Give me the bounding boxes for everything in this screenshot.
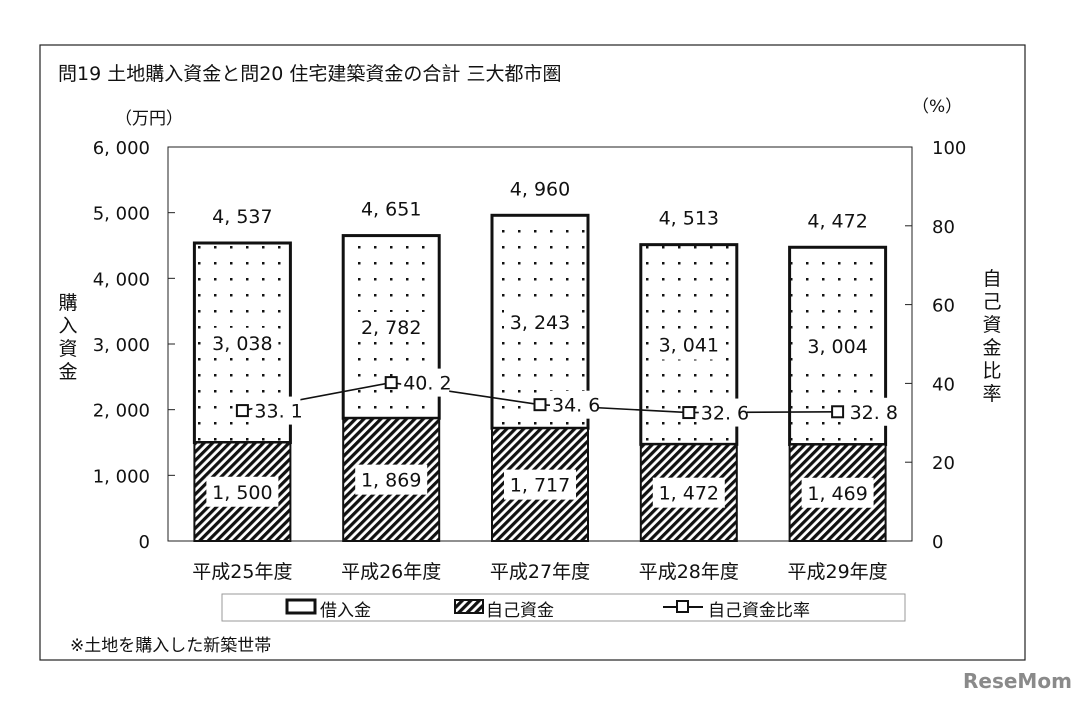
- label-own: 1, 500: [212, 482, 272, 504]
- ratio-label: 32. 6: [701, 403, 749, 425]
- ratio-marker: [384, 376, 398, 390]
- label-borrowed: 3, 004: [807, 336, 867, 358]
- label-own-bg: [355, 464, 428, 495]
- ratio-label: 32. 8: [850, 402, 898, 424]
- label-own: 1, 469: [807, 483, 867, 505]
- left-tick-label: 5, 000: [93, 204, 150, 225]
- legend-label-ratio: 自己資金比率: [708, 601, 810, 621]
- label-borrowed: 3, 041: [659, 334, 719, 356]
- label-borrowed-bg: [206, 327, 279, 358]
- right-axis-label: 自己資金比率: [982, 268, 1001, 405]
- label-borrowed-bg: [504, 306, 576, 337]
- axis-label-char: 自: [982, 268, 1001, 290]
- chart-title: 問19 土地購入資金と問20 住宅建築資金の合計 三大都市圏: [58, 63, 561, 85]
- legend-swatch-own: [454, 599, 484, 614]
- ratio-label-bg: [550, 390, 598, 419]
- axis-label-char: 比: [982, 360, 1001, 382]
- axis-label-char: 購: [58, 292, 77, 314]
- left-tick-label: 3, 000: [93, 335, 150, 356]
- ratio-marker: [831, 405, 845, 419]
- legend-marker-ratio: [676, 600, 689, 613]
- legend: 借入金 自己資金 自己資金比率: [221, 593, 906, 622]
- label-own: 1, 717: [510, 475, 570, 497]
- right-tick-label: 60: [932, 296, 955, 317]
- label-total: 4, 651: [361, 199, 421, 221]
- svg-text:ReseMom: ReseMom: [963, 669, 1072, 693]
- ratio-label-bg: [698, 398, 747, 427]
- ratio-marker: [682, 406, 696, 420]
- watermark-logo: ReseMom: [963, 669, 1072, 693]
- right-tick-label: 0: [932, 532, 943, 553]
- axis-label-char: 率: [982, 383, 1001, 405]
- left-axis-label: 購入資金: [58, 292, 77, 383]
- left-axis-unit: （万円）: [115, 109, 183, 129]
- axis-label-char: 入: [58, 315, 77, 337]
- legend-swatch-borrowed: [285, 598, 317, 615]
- right-tick-label: 100: [932, 138, 966, 159]
- label-own-bg: [652, 477, 725, 508]
- axis-label-char: 己: [982, 291, 1001, 313]
- label-borrowed-bg: [355, 311, 428, 342]
- label-total: 4, 513: [659, 208, 719, 230]
- ratio-label-bg: [252, 396, 301, 425]
- right-axis-unit: （%）: [912, 97, 962, 117]
- label-borrowed: 3, 038: [212, 333, 272, 355]
- ratio-label: 34. 6: [552, 395, 600, 417]
- label-total: 4, 537: [212, 206, 272, 228]
- label-total: 4, 472: [807, 210, 867, 232]
- label-borrowed: 2, 782: [361, 317, 421, 339]
- right-tick-label: 80: [932, 217, 955, 238]
- label-borrowed: 3, 243: [510, 312, 570, 334]
- right-tick-label: 40: [932, 374, 955, 395]
- chart-note: ※土地を購入した新築世帯: [70, 636, 271, 656]
- label-total: 4, 960: [510, 178, 570, 200]
- ratio-label-bg: [401, 368, 450, 397]
- category-label: 平成28年度: [639, 561, 739, 583]
- axis-label-char: 金: [982, 337, 1001, 359]
- left-tick-label: 2, 000: [93, 401, 150, 422]
- category-label: 平成27年度: [490, 561, 590, 583]
- ratio-marker: [235, 404, 249, 418]
- left-tick-label: 0: [139, 532, 150, 553]
- legend-label-borrowed: 借入金: [320, 601, 371, 621]
- ratio-label: 33. 1: [254, 401, 302, 423]
- axis-label-char: 資: [58, 338, 77, 360]
- legend-label-own: 自己資金: [486, 601, 554, 621]
- ratio-label: 40. 2: [403, 373, 451, 395]
- label-own: 1, 869: [361, 470, 421, 492]
- ratio-marker: [533, 398, 547, 412]
- axis-label-char: 資: [982, 314, 1001, 336]
- label-own-bg: [801, 477, 874, 508]
- label-own-bg: [504, 469, 576, 500]
- label-borrowed-bg: [652, 329, 725, 360]
- axis-label-char: 金: [58, 361, 77, 383]
- ratio-label-bg: [847, 397, 896, 426]
- left-tick-label: 4, 000: [93, 269, 150, 290]
- category-label: 平成25年度: [192, 561, 292, 583]
- right-tick-label: 20: [932, 453, 955, 474]
- label-own: 1, 472: [659, 483, 719, 505]
- label-own-bg: [206, 476, 279, 507]
- label-borrowed-bg: [801, 330, 874, 361]
- category-label: 平成26年度: [341, 561, 441, 583]
- left-tick-label: 1, 000: [93, 466, 150, 487]
- left-tick-label: 6, 000: [93, 138, 150, 159]
- category-label: 平成29年度: [788, 561, 888, 583]
